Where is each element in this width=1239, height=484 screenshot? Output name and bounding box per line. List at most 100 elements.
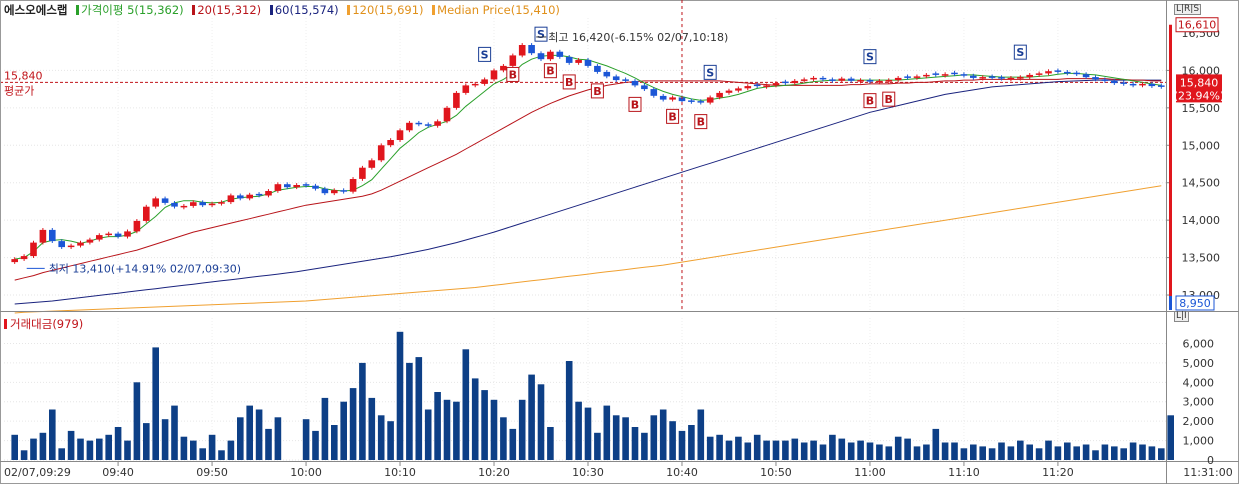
volume-tick-label: 2,000	[1183, 415, 1215, 428]
candle-body	[302, 184, 310, 186]
candle-body	[1139, 83, 1146, 86]
candle-body	[744, 86, 752, 89]
volume-bar	[735, 436, 742, 460]
candle-body	[838, 78, 846, 81]
candle-body	[782, 81, 789, 84]
price-tick-label: 13,500	[1182, 252, 1221, 265]
candle-body	[960, 74, 968, 76]
legend-median[interactable]: Median Price(15,410)	[432, 3, 560, 17]
candle-body	[998, 77, 1005, 79]
volume-bar	[49, 409, 56, 460]
volume-bar	[67, 430, 75, 460]
volume-bar	[265, 428, 272, 460]
buy-signal-label: B	[668, 110, 676, 123]
candle-body	[1026, 74, 1033, 78]
volume-bar	[753, 434, 761, 460]
volume-bar	[744, 442, 752, 460]
volume-bar	[1054, 446, 1062, 460]
candle-body	[1073, 72, 1080, 75]
candle-body	[697, 101, 705, 103]
volume-bar	[631, 427, 639, 460]
volume-bar	[434, 392, 441, 460]
candle-body	[876, 80, 883, 83]
volume-bar	[1007, 446, 1015, 460]
high-price-box	[1175, 17, 1219, 33]
candle-body	[594, 65, 601, 72]
volume-bar	[810, 440, 817, 460]
volume-tick-label: 0	[1207, 454, 1214, 467]
volume-bar	[171, 405, 178, 460]
legend-ma20[interactable]: 20(15,312)	[192, 3, 261, 17]
volume-bar	[876, 444, 883, 460]
volume-bar	[237, 417, 244, 460]
volume-bar	[377, 415, 385, 460]
candle-body	[490, 70, 498, 80]
candle-body	[923, 74, 930, 77]
candle-body	[857, 80, 864, 82]
candle-body	[133, 220, 141, 232]
candle-body	[434, 121, 441, 126]
volume-bar	[1073, 446, 1080, 460]
volume-axis-toolbar[interactable]: L|I	[1174, 311, 1189, 322]
buy-signal-box	[694, 114, 708, 130]
volume-bar	[20, 450, 28, 460]
candle-body	[114, 233, 122, 237]
candle-body	[829, 79, 836, 81]
sell-signal-label: S	[866, 51, 874, 64]
volume-bar	[143, 423, 150, 460]
volume-bar	[584, 407, 592, 460]
volume-bar	[782, 440, 789, 460]
legend-ma5[interactable]: 가격이평 5(15,362)	[76, 3, 184, 17]
volume-bar	[331, 425, 338, 460]
volume-bar	[387, 421, 394, 460]
candle-body	[1120, 82, 1127, 84]
candle-body	[1082, 74, 1090, 78]
time-tick-label: 10:10	[384, 466, 416, 479]
legend-ma120[interactable]: 120(15,691)	[347, 3, 424, 17]
range-bar-up	[1169, 24, 1172, 296]
candle-body	[716, 92, 723, 98]
volume-legend: 거래대금(979)	[4, 316, 83, 332]
buy-signal-label: B	[885, 93, 893, 106]
candle-body	[462, 85, 470, 93]
sell-signal-label: S	[706, 66, 714, 79]
candle-body	[274, 184, 282, 191]
legend-ma60[interactable]: 60(15,574)	[269, 3, 339, 17]
time-tick-label: 10:00	[290, 466, 322, 479]
volume-bar	[932, 428, 940, 460]
candle-body	[603, 71, 611, 77]
volume-bar	[1111, 446, 1118, 460]
candle-body	[819, 77, 827, 80]
volume-bar	[246, 405, 253, 460]
time-tick-label: 11:20	[1042, 466, 1074, 479]
volume-bar	[161, 419, 169, 460]
volume-bar	[716, 434, 723, 460]
candle-body	[30, 242, 37, 257]
volume-bar	[1017, 440, 1024, 460]
volume-bar	[312, 430, 319, 460]
price-tick-label: 15,000	[1182, 139, 1221, 152]
volume-bar	[509, 428, 517, 460]
buy-signal-label: B	[565, 76, 573, 89]
volume-bar	[612, 415, 620, 460]
candle-body	[58, 241, 65, 248]
candle-body	[143, 206, 150, 221]
candle-body	[1064, 71, 1071, 74]
candle-body	[941, 74, 949, 76]
buy-signal-label: B	[631, 98, 639, 111]
candle-body	[1007, 77, 1015, 80]
candle-body	[556, 51, 564, 57]
volume-bar	[913, 446, 921, 460]
volume-bar	[11, 434, 18, 460]
volume-bar	[1082, 444, 1090, 460]
volume-bar	[970, 444, 977, 460]
volume-bar	[302, 419, 310, 460]
volume-bar	[518, 399, 526, 460]
price-axis-toolbar[interactable]: L|R|S	[1174, 4, 1202, 15]
candle-body	[1035, 73, 1043, 75]
sell-signal-box	[863, 49, 877, 65]
